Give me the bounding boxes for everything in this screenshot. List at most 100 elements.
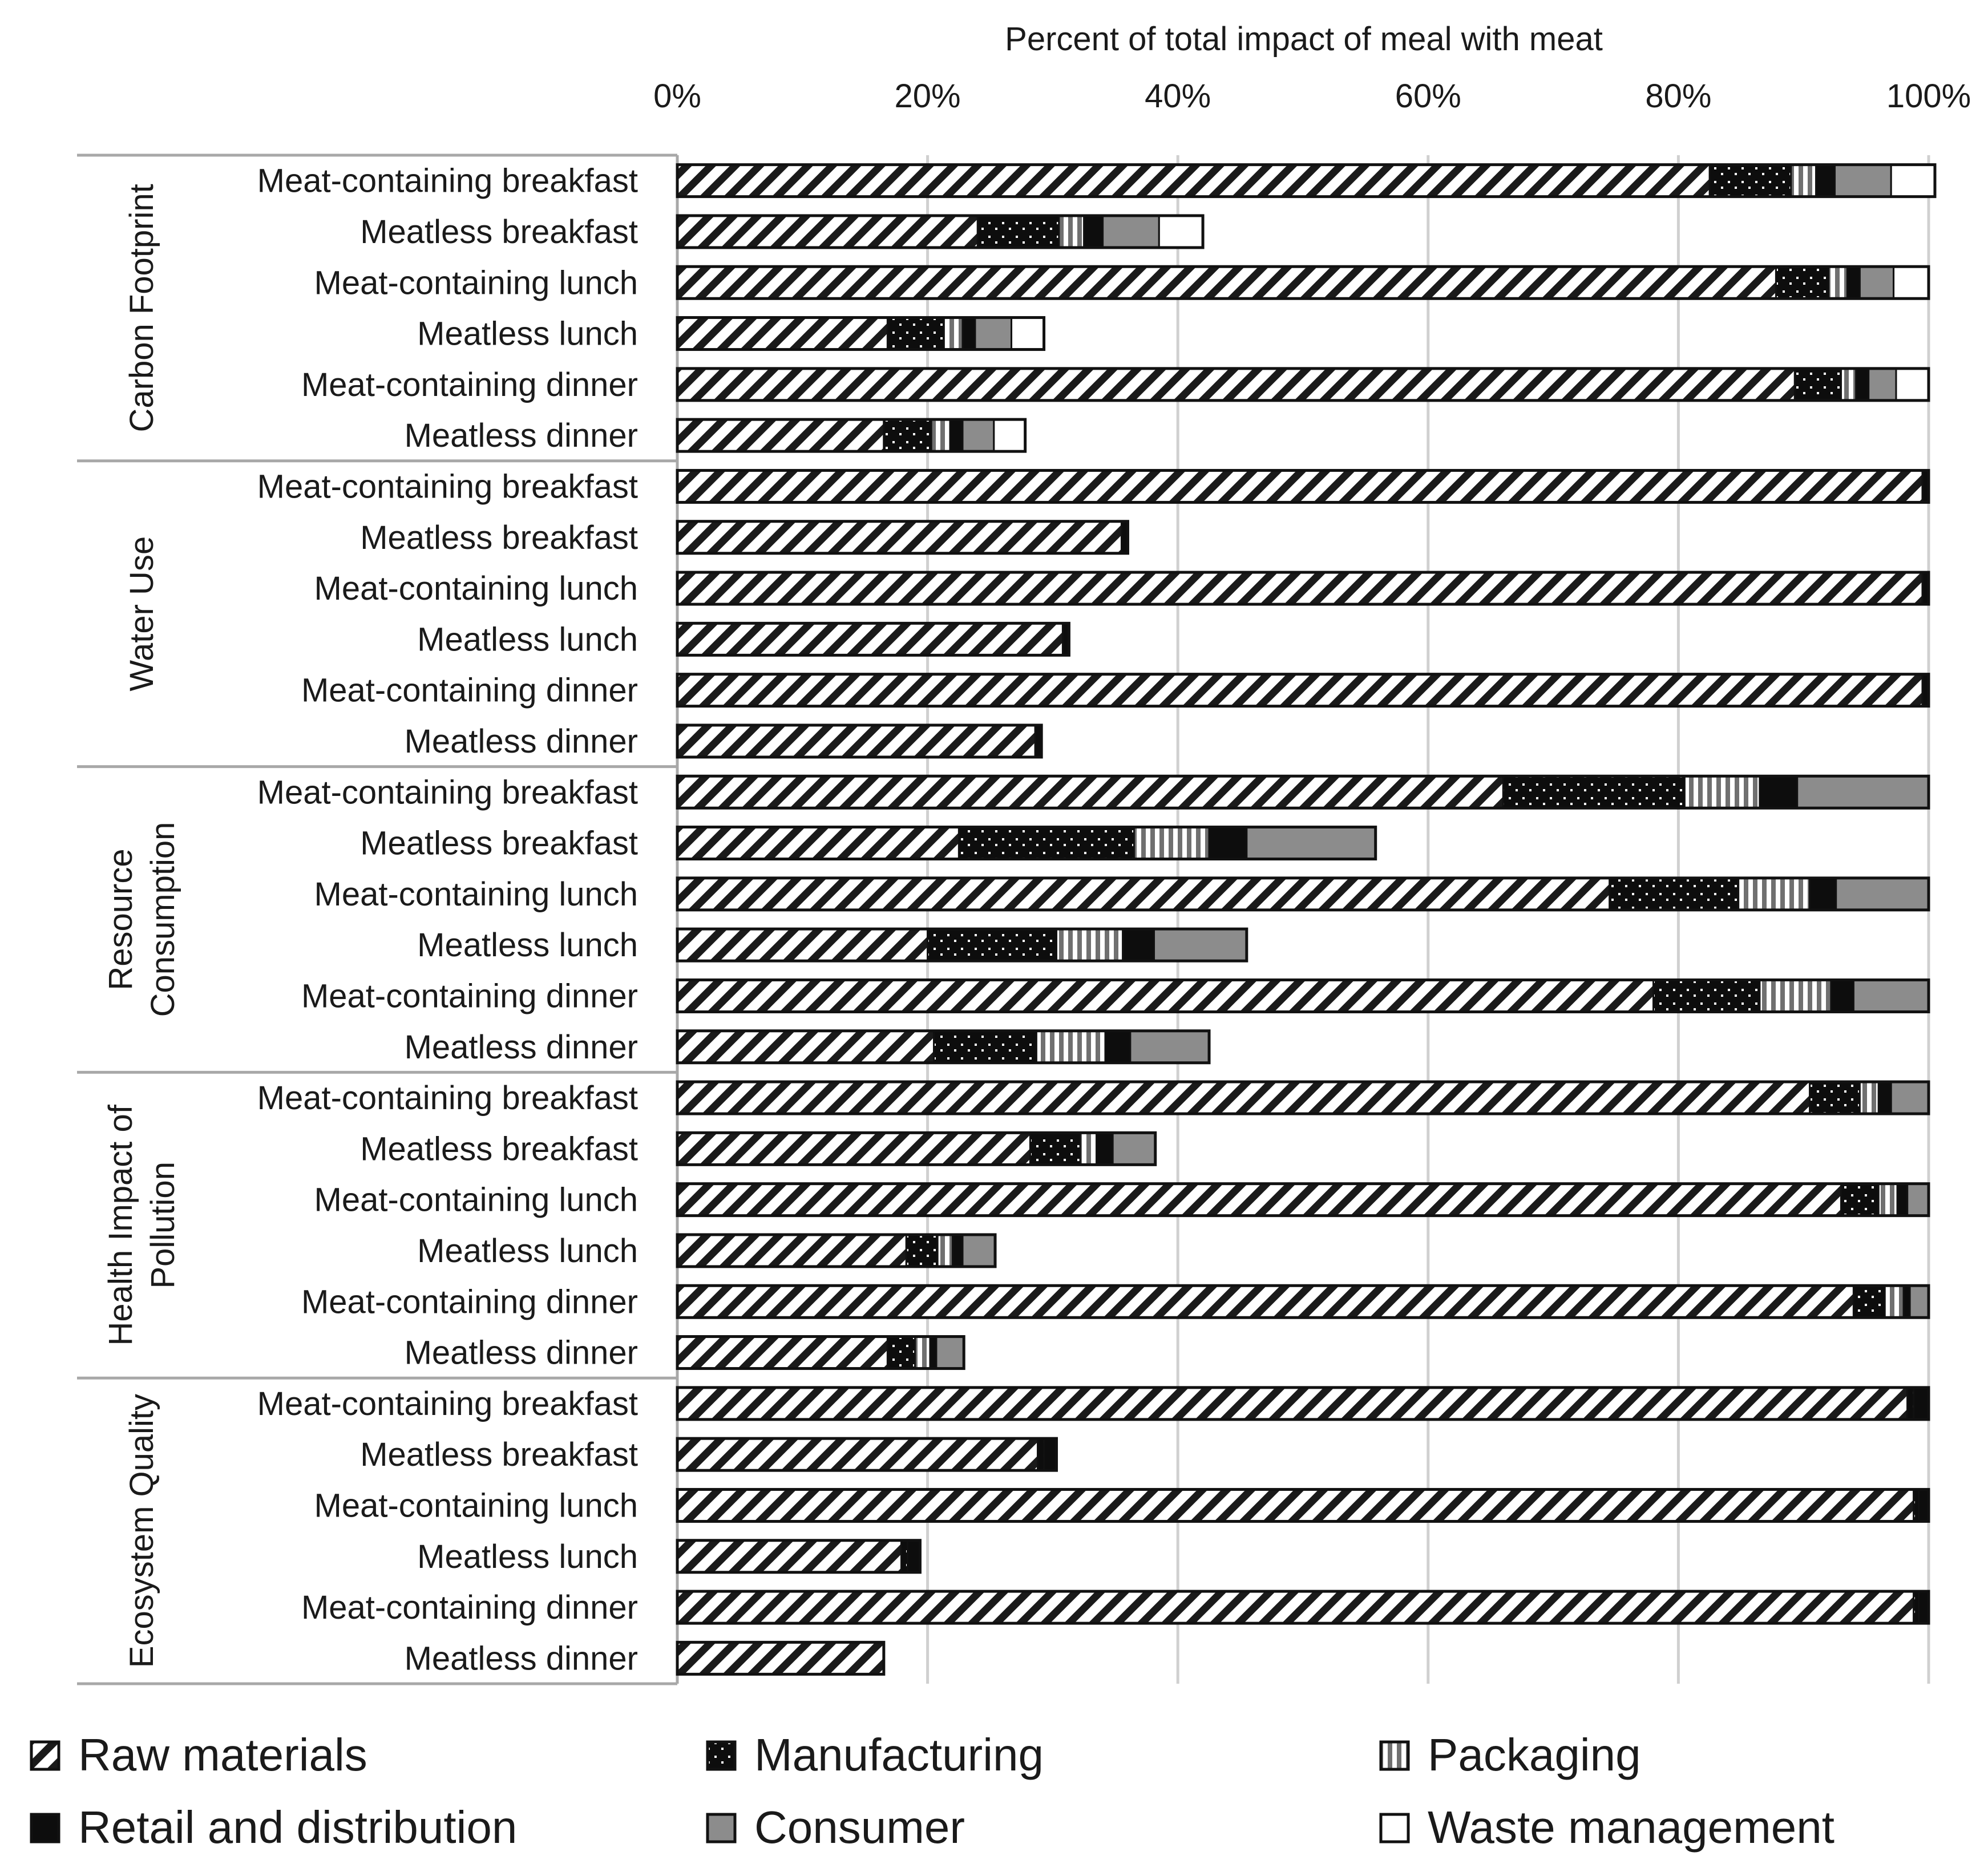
bar-segment-raw <box>676 317 888 351</box>
bar-segment-raw <box>676 215 979 249</box>
bar-segment-manufacturing <box>1609 877 1740 911</box>
row-label: Meat-containing lunch <box>314 264 638 301</box>
row-label: Meat-containing lunch <box>314 876 638 913</box>
legend-label: Consumer <box>754 1802 965 1853</box>
bar-segment-consumer <box>935 1336 965 1370</box>
bar-segment-waste <box>993 418 1027 452</box>
bar-outline <box>676 978 1930 1013</box>
x-axis-title: Percent of total impact of meal with mea… <box>1005 21 1603 58</box>
bar-outline <box>676 1487 1930 1523</box>
legend-item-waste: Waste management <box>1379 1802 1834 1853</box>
bar-segment-raw <box>676 622 1064 656</box>
bar-segment-raw <box>676 418 885 452</box>
group-label-line: Ecosystem Quality <box>123 1394 160 1668</box>
bar-segment-raw <box>676 1081 1811 1115</box>
row-label: Meat-containing dinner <box>301 672 638 709</box>
bar-segment-manufacturing <box>900 1539 909 1574</box>
x-tick-label: 40% <box>1145 78 1211 115</box>
bar-segment-packaging <box>1884 1284 1905 1319</box>
row-label: Meatless dinner <box>405 723 638 760</box>
bar-segment-consumer <box>961 418 995 452</box>
bar-segment-raw <box>676 877 1611 911</box>
group-label: Ecosystem Quality <box>123 1394 160 1668</box>
x-tick-label: 20% <box>895 78 961 115</box>
bar-segment-packaging <box>930 418 951 452</box>
bar-segment-retail <box>1902 1284 1911 1319</box>
bar-segment-raw <box>676 367 1796 402</box>
legend-swatch <box>30 1740 60 1771</box>
bar-segment-retail <box>961 317 976 351</box>
bar-segment-consumer <box>1909 1284 1930 1319</box>
bar-segment-retail <box>1083 215 1104 249</box>
bar-segment-raw <box>676 1131 1031 1166</box>
row-label: Meatless lunch <box>417 1232 638 1269</box>
legend-item-retail: Retail and distribution <box>30 1802 517 1853</box>
bar-segment-manufacturing <box>886 317 945 351</box>
bar-segment-packaging <box>1828 265 1848 300</box>
gridlines <box>926 155 1930 1684</box>
bar-segment-raw <box>676 520 1123 555</box>
bar-outline <box>676 927 1248 963</box>
bar-outline <box>676 468 1930 504</box>
bar-segment-packaging <box>943 317 964 351</box>
bar-segment-consumer <box>1868 367 1897 402</box>
bar-segment-manufacturing <box>1793 367 1842 402</box>
row-label: Meatless breakfast <box>360 1130 638 1167</box>
bar-outline <box>676 1182 1930 1218</box>
row-label: Meat-containing dinner <box>301 1283 638 1320</box>
row-label: Meatless lunch <box>417 316 638 353</box>
bar-segment-packaging <box>1055 928 1124 962</box>
bar-segment-raw <box>676 1590 1915 1624</box>
row-label: Meat-containing breakfast <box>257 774 638 811</box>
legend-label: Raw materials <box>78 1729 367 1780</box>
legend-item-manufacturing: Manufacturing <box>706 1729 1044 1780</box>
bar-segment-retail <box>1208 826 1248 860</box>
x-axis-ticks: 0% 20% 40% 60% 80% 100% <box>653 78 1971 115</box>
group-label: Resource Consumption <box>102 822 181 1017</box>
bar-segment-packaging <box>1035 1030 1106 1064</box>
legend-item-raw: Raw materials <box>30 1729 367 1780</box>
legend-swatch <box>30 1813 60 1843</box>
bar-segment-manufacturing <box>1809 1081 1861 1115</box>
bar-outline <box>676 1437 1058 1472</box>
bar-segment-raw <box>676 1234 907 1268</box>
bar-outline <box>676 316 1046 351</box>
bar-outline <box>676 1386 1930 1421</box>
bar-segment-raw <box>676 826 960 860</box>
bar-outline <box>676 1590 1930 1625</box>
legend-item-packaging: Packaging <box>1379 1729 1641 1780</box>
row-label: Meat-containing lunch <box>314 1487 638 1524</box>
row-label: Meatless breakfast <box>360 519 638 556</box>
bar-segment-packaging <box>1737 877 1811 911</box>
bar-segment-packaging <box>1133 826 1210 860</box>
legend-label: Packaging <box>1428 1729 1641 1780</box>
bar-segment-raw <box>676 164 1711 198</box>
bar-segment-retail <box>1913 1386 1930 1421</box>
row-label: Meat-containing breakfast <box>257 163 638 200</box>
legend-item-consumer: Consumer <box>706 1802 965 1853</box>
group-label-line: Pollution <box>144 1162 181 1288</box>
bar-segment-manufacturing <box>1708 164 1792 198</box>
group-label: Carbon Footprint <box>123 184 160 432</box>
bar-segment-packaging <box>1683 775 1761 809</box>
legend-swatch <box>1379 1813 1410 1843</box>
bar-segment-raw <box>676 724 1036 758</box>
bar-segment-manufacturing <box>976 215 1060 249</box>
bar-segment-raw <box>676 469 1924 503</box>
bar-segment-manufacturing <box>1906 1386 1915 1421</box>
row-label: Meat-containing lunch <box>314 1182 638 1219</box>
bar-segment-packaging <box>936 1234 953 1268</box>
bar-segment-manufacturing <box>1852 1284 1886 1319</box>
row-label: Meatless dinner <box>405 1640 638 1677</box>
bar-segment-consumer <box>1129 1030 1210 1064</box>
bar-segment-manufacturing <box>1840 1183 1880 1217</box>
bar-outline <box>676 265 1930 300</box>
bar-segment-manufacturing <box>1502 775 1686 809</box>
bar-segment-retail <box>1809 877 1837 911</box>
bar-segment-packaging <box>1858 1081 1880 1115</box>
bar-segment-consumer <box>1852 979 1930 1013</box>
row-label: Meatless dinner <box>405 1335 638 1372</box>
row-label: Meatless breakfast <box>360 825 638 862</box>
bar-outline <box>676 826 1377 861</box>
bar-outline <box>676 1335 965 1370</box>
